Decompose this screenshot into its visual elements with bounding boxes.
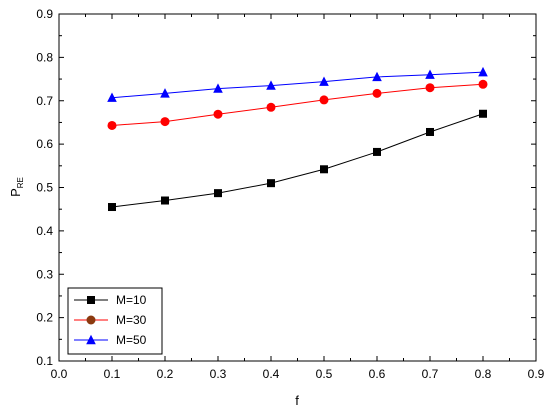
x-tick-label: 0.8 xyxy=(475,367,492,381)
y-tick-label: 0.5 xyxy=(36,181,53,195)
series-m-30 xyxy=(107,79,488,130)
x-tick-label: 0.9 xyxy=(528,367,545,381)
data-point xyxy=(160,117,170,127)
data-point xyxy=(213,109,223,119)
legend-marker xyxy=(86,334,96,345)
data-point xyxy=(479,109,487,118)
series-line xyxy=(111,83,484,126)
y-tick-label: 0.7 xyxy=(36,94,53,108)
x-tick-label: 0.5 xyxy=(316,367,333,381)
data-point xyxy=(266,80,276,90)
data-point xyxy=(267,179,275,188)
legend-marker xyxy=(86,315,96,325)
series-line xyxy=(111,113,484,208)
data-point xyxy=(266,102,276,112)
data-point xyxy=(426,127,434,136)
x-tick-label: 0.3 xyxy=(210,367,227,381)
y-axis-label-subscript: RE xyxy=(16,177,25,188)
legend-label: M=50 xyxy=(116,333,147,347)
data-point xyxy=(425,69,435,79)
data-point xyxy=(320,165,328,174)
series-m-50 xyxy=(107,66,488,102)
y-tick-label: 0.8 xyxy=(36,50,53,64)
data-point xyxy=(372,71,382,82)
y-axis-label-main: P xyxy=(8,188,23,197)
legend-entry: M=10 xyxy=(74,293,147,307)
legend: M=10 M=30 M=50 xyxy=(67,287,163,355)
series-m-10 xyxy=(108,109,487,212)
data-point xyxy=(319,95,329,105)
y-tick-label: 0.1 xyxy=(36,354,53,368)
y-tick-label: 0.2 xyxy=(36,311,53,325)
axes: 0.0 0.1 0.2 0.3 0.4 0.5 0.6 0.7 0.8 0.90.10.20.30… xyxy=(36,7,544,381)
legend-entry: M=50 xyxy=(74,333,147,347)
legend-entry: M=30 xyxy=(74,313,147,327)
data-point xyxy=(160,88,170,98)
data-point xyxy=(478,79,488,89)
x-axis-label: f xyxy=(295,393,299,408)
x-tick-label: 0.2 xyxy=(157,367,174,381)
series-layer xyxy=(107,66,488,212)
x-tick-label: 0.6 xyxy=(369,367,386,381)
data-point xyxy=(478,66,488,77)
data-point xyxy=(107,120,117,130)
x-tick-label: 0.4 xyxy=(263,367,280,381)
data-point xyxy=(108,203,116,212)
data-point xyxy=(373,147,381,156)
legend-label: M=30 xyxy=(116,313,147,327)
y-axis-label: PRE xyxy=(8,177,25,197)
legend-marker xyxy=(87,296,95,304)
data-point xyxy=(213,83,223,93)
data-point xyxy=(425,83,435,93)
data-point xyxy=(107,92,117,102)
y-tick-label: 0.6 xyxy=(36,137,53,151)
data-point xyxy=(161,196,169,205)
legend-box xyxy=(67,287,163,355)
x-tick-label: 0.0 xyxy=(51,367,68,381)
x-tick-label: 0.7 xyxy=(422,367,439,381)
y-tick-label: 0.9 xyxy=(36,7,53,21)
legend-label: M=10 xyxy=(116,293,147,307)
data-point xyxy=(214,189,222,198)
y-tick-label: 0.4 xyxy=(36,224,53,238)
data-point xyxy=(319,76,329,86)
y-tick-label: 0.3 xyxy=(36,267,53,281)
data-point xyxy=(372,88,382,98)
x-tick-label: 0.1 xyxy=(104,367,121,381)
series-line xyxy=(111,71,484,99)
